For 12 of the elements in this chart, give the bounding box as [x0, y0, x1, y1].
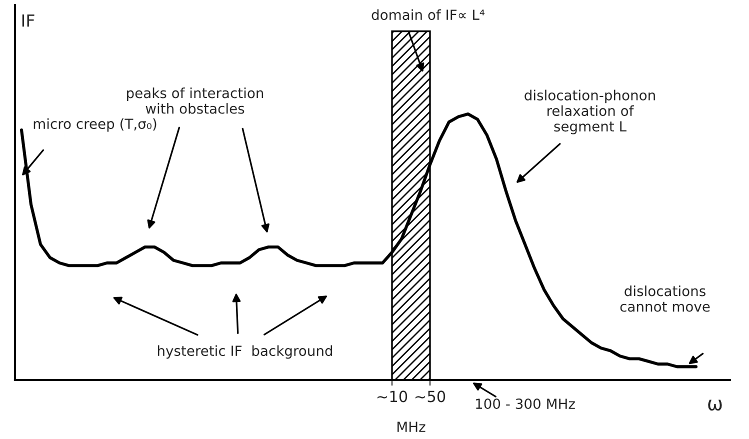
text: 100 - 300 MHz [476, 398, 575, 410]
text: MHz [398, 422, 426, 432]
x-axis-title: ω [708, 400, 722, 411]
x-tick-label: ~10 [377, 390, 408, 402]
annotation: dislocation-phonon relaxation of segment L [524, 90, 655, 134]
x-tick-label: ~50 [415, 390, 446, 402]
text: peaks of interaction with obstacles [127, 88, 264, 114]
annotation: dislocations cannot move [620, 286, 710, 312]
annotation: micro creep (T,σ₀) [34, 118, 156, 132]
text: IF [22, 14, 34, 27]
annotation: hysteretic IF background [158, 345, 332, 359]
band-label: domain of IF∝ L⁴ [372, 9, 485, 20]
